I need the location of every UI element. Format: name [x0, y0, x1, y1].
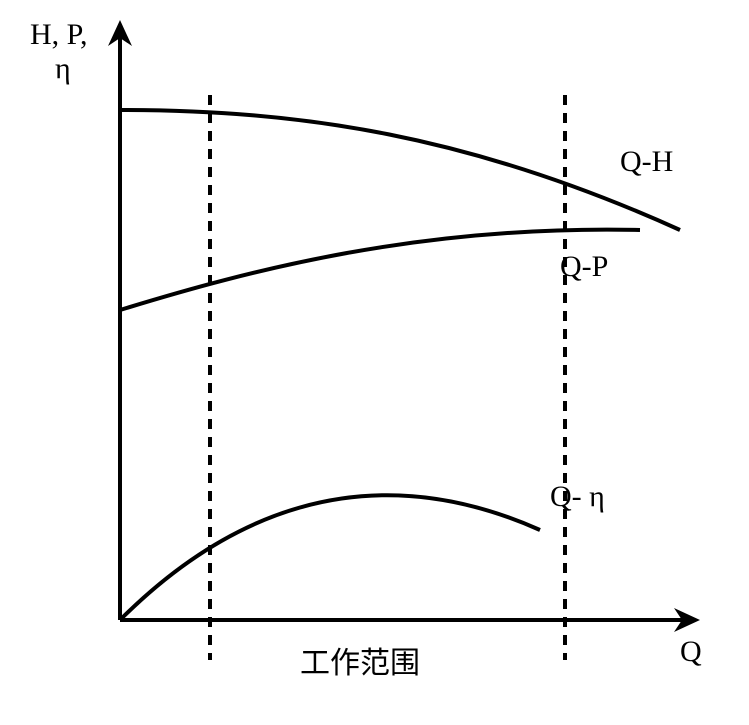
x-axis-label: Q: [680, 635, 702, 669]
chart-svg: [0, 0, 749, 725]
working-range-label: 工作范围: [300, 638, 420, 682]
curve-qeta: [120, 495, 540, 620]
y-axis-label-line1: H, P,: [30, 18, 88, 52]
curve-label-qp: Q-P: [560, 250, 608, 284]
y-axis-label-line2: η: [55, 52, 71, 86]
pump-characteristic-chart: H, P, η Q Q-H Q-P Q- η 工作范围: [0, 0, 749, 725]
curve-label-qeta: Q- η: [550, 480, 605, 514]
curve-qh: [120, 110, 680, 230]
curve-label-qh: Q-H: [620, 145, 673, 179]
